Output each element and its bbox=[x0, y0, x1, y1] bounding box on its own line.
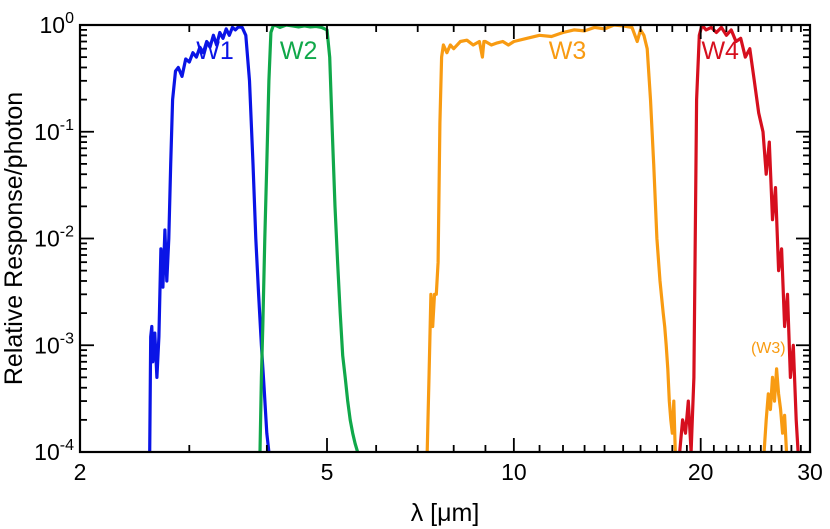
x-axis-title: λ [μm] bbox=[411, 499, 480, 527]
tick-labels-layer: 2 5 10 20 30 100 10-1 10-2 10-3 10-4 bbox=[34, 10, 823, 485]
series-line-w1 bbox=[148, 25, 271, 452]
series-labels-layer: W1 W2 W3 (W3) W4 bbox=[196, 37, 785, 357]
curves-layer bbox=[148, 25, 800, 452]
y-tick-label: 10-3 bbox=[34, 330, 74, 358]
ticks-layer bbox=[79, 24, 811, 453]
x-tick-label: 30 bbox=[797, 459, 823, 485]
series-label-w3-secondary: (W3) bbox=[751, 340, 786, 357]
x-tick-label: 5 bbox=[321, 459, 334, 485]
x-tick-label: 2 bbox=[74, 459, 87, 485]
y-tick-label: 10-2 bbox=[34, 224, 74, 252]
series-label-w1: W1 bbox=[196, 37, 234, 65]
y-tick-label: 100 bbox=[40, 10, 75, 38]
y-axis-title: Relative Response/photon bbox=[0, 92, 28, 385]
series-line-w3 bbox=[425, 25, 677, 452]
series-line-w3-secondary bbox=[762, 367, 789, 452]
series-line-w4 bbox=[678, 25, 800, 452]
x-tick-label: 20 bbox=[688, 459, 714, 485]
y-tick-label: 10-1 bbox=[34, 117, 74, 145]
series-label-w4: W4 bbox=[701, 37, 739, 65]
x-tick-label: 10 bbox=[501, 459, 527, 485]
series-label-w3: W3 bbox=[549, 37, 587, 65]
series-line-w2 bbox=[258, 25, 360, 452]
plot-frame bbox=[78, 23, 812, 454]
y-tick-label: 10-4 bbox=[34, 437, 74, 465]
series-label-w2: W2 bbox=[280, 37, 318, 65]
